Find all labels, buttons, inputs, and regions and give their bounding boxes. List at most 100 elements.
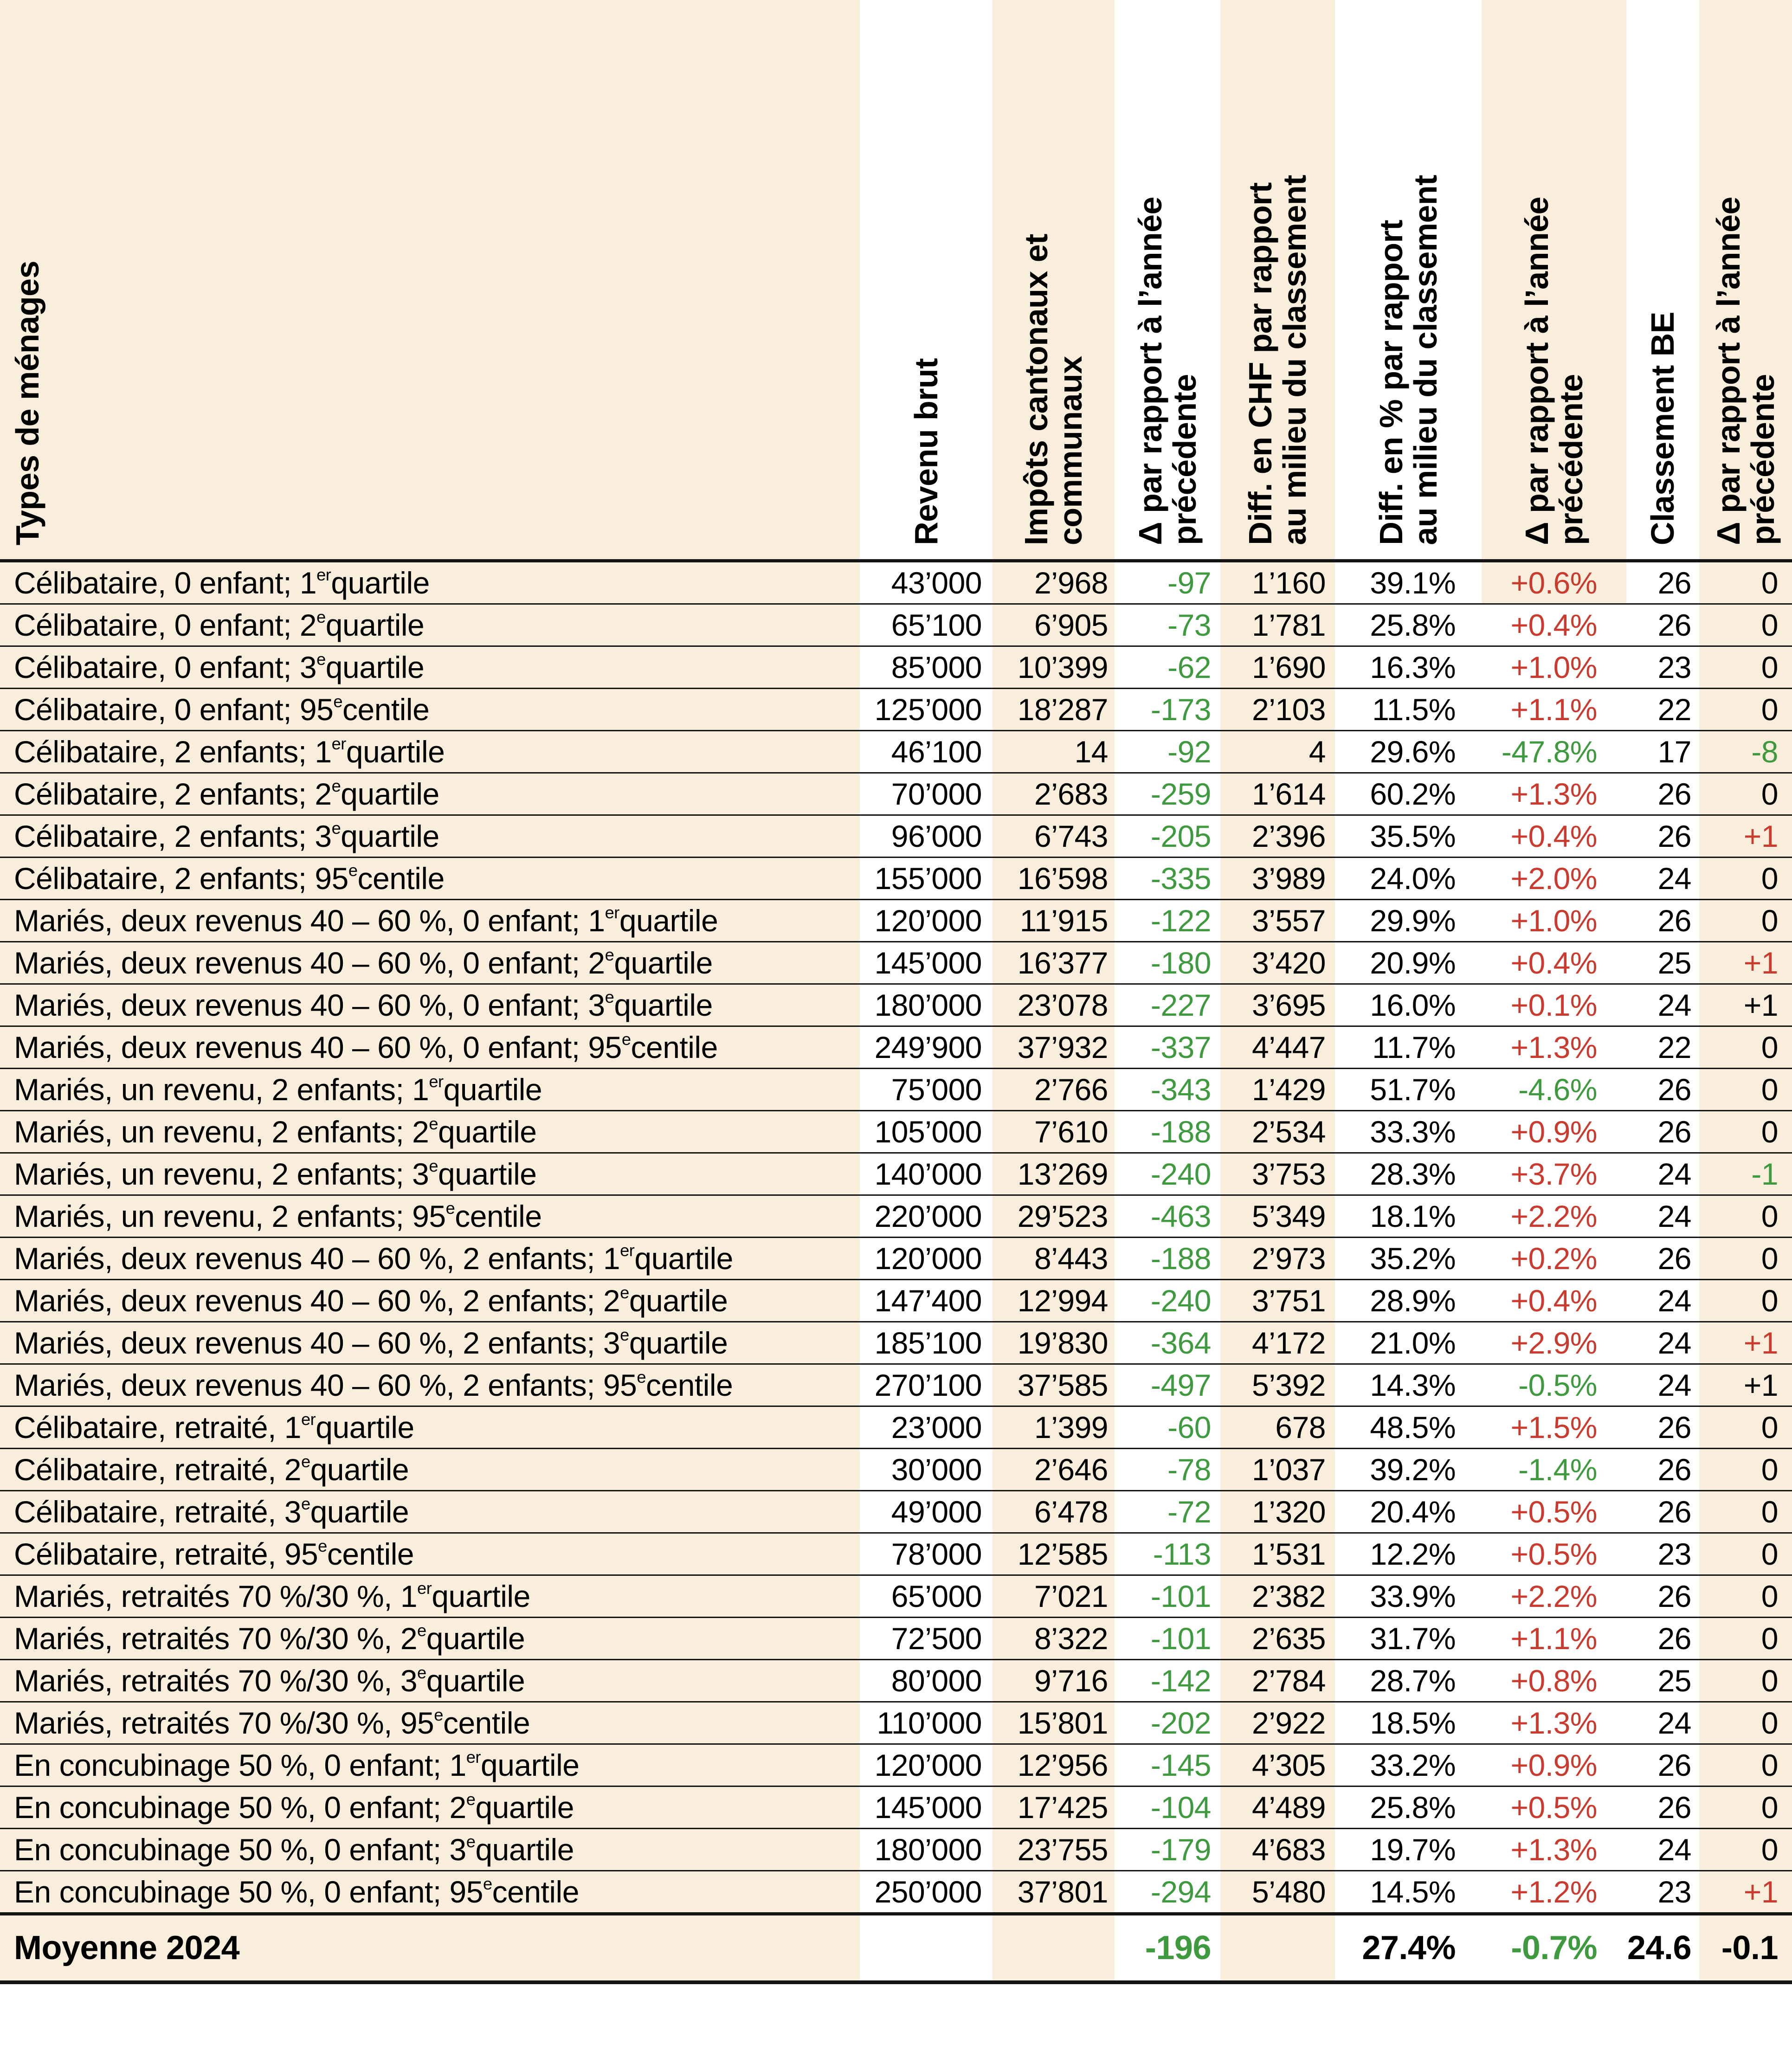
cell-classement: 22	[1657, 1030, 1692, 1064]
cell-impots: 16’598	[993, 858, 1115, 899]
table-header: Types de ménages Revenu brut Impôts cant…	[0, 0, 1792, 562]
cell-impots: 12’994	[993, 1280, 1115, 1321]
cell-impots: 12’956	[993, 1745, 1115, 1786]
cell-diff-pct: 25.8%	[1370, 1790, 1456, 1825]
cell-impots: 6’905	[993, 605, 1115, 645]
cell-diff-chf: 1’781	[1220, 605, 1335, 645]
table-row: Mariés, deux revenus 40 – 60 %, 2 enfant…	[0, 1280, 1792, 1322]
cell-classement: 26	[1657, 1410, 1692, 1444]
cell-classement: 26	[1657, 819, 1692, 853]
cell-menage: Célibataire, retraité, 1 er quartile	[0, 1407, 860, 1448]
cell-revenu: 249’900	[874, 1030, 982, 1064]
cell-diff-chf: 2’103	[1220, 689, 1335, 730]
cell-revenu: 105’000	[874, 1115, 982, 1149]
cell-menage: Célibataire, 2 enfants; 95 e centile	[0, 858, 860, 899]
cell-delta-impots: -104	[1150, 1790, 1212, 1825]
summary-cell-delta-rang: -0.1	[1699, 1915, 1792, 1980]
cell-classement: 24	[1657, 1199, 1692, 1233]
cell-delta-rang: 0	[1699, 1111, 1792, 1152]
summary-cell-diff-pct: 27.4%	[1362, 1929, 1456, 1967]
cell-classement: 26	[1657, 1790, 1692, 1825]
cell-revenu: 30’000	[891, 1452, 982, 1487]
cell-diff-chf: 3’751	[1220, 1280, 1335, 1321]
cell-revenu: 46’100	[891, 735, 982, 769]
cell-diff-pct: 14.5%	[1370, 1875, 1456, 1909]
column-header-label: Impôts cantonaux et communaux	[1018, 233, 1089, 545]
cell-classement: 23	[1657, 1537, 1692, 1571]
cell-revenu: 120’000	[874, 1748, 982, 1782]
cell-revenu: 155’000	[874, 861, 982, 896]
cell-diff-pct: 35.5%	[1370, 819, 1456, 853]
cell-revenu: 80’000	[891, 1664, 982, 1698]
cell-diff-pct: 29.6%	[1370, 735, 1456, 769]
cell-diff-chf: 4’305	[1220, 1745, 1335, 1786]
cell-menage: En concubinage 50 %, 0 enfant; 95 e centi…	[0, 1871, 860, 1912]
cell-diff-chf: 2’382	[1220, 1576, 1335, 1617]
cell-delta-impots: -92	[1167, 735, 1211, 769]
summary-cell-diff-chf	[1220, 1915, 1335, 1980]
cell-classement: 26	[1657, 903, 1692, 938]
cell-delta-impots: -73	[1167, 608, 1211, 642]
cell-diff-pct: 48.5%	[1370, 1410, 1456, 1444]
cell-delta-impots: -145	[1150, 1748, 1212, 1782]
column-header-label: Δ par rapport à l’année précédente	[1710, 197, 1781, 545]
cell-delta-impots: -180	[1150, 946, 1212, 980]
cell-classement: 26	[1657, 1579, 1692, 1613]
cell-delta-pct: +0.4%	[1510, 608, 1598, 642]
cell-delta-rang: 0	[1699, 1196, 1792, 1237]
table-row: Mariés, deux revenus 40 – 60 %, 0 enfant…	[0, 985, 1792, 1027]
cell-impots: 37’801	[993, 1871, 1115, 1912]
cell-delta-rang: 0	[1699, 647, 1792, 688]
table-row: Célibataire, 0 enfant; 1 er quartile 43’00…	[0, 562, 1792, 605]
cell-classement: 26	[1657, 1241, 1692, 1276]
cell-diff-pct: 33.9%	[1370, 1579, 1456, 1613]
cell-impots: 19’830	[993, 1322, 1115, 1363]
cell-delta-pct: -0.5%	[1518, 1368, 1597, 1402]
cell-delta-pct: +1.3%	[1510, 1832, 1598, 1867]
cell-delta-pct: +0.5%	[1510, 1495, 1598, 1529]
cell-delta-impots: -463	[1150, 1199, 1212, 1233]
cell-delta-impots: -62	[1167, 650, 1211, 684]
cell-delta-rang: +1	[1699, 816, 1792, 857]
cell-delta-rang: +1	[1699, 1871, 1792, 1912]
cell-menage: Mariés, deux revenus 40 – 60 %, 0 enfant…	[0, 985, 860, 1025]
tax-comparison-table: Types de ménages Revenu brut Impôts cant…	[0, 0, 1792, 1984]
cell-menage: Mariés, deux revenus 40 – 60 %, 0 enfant…	[0, 900, 860, 941]
cell-delta-impots: -97	[1167, 566, 1211, 600]
cell-diff-chf: 2’973	[1220, 1238, 1335, 1279]
cell-delta-impots: -205	[1150, 819, 1212, 853]
cell-delta-pct: -4.6%	[1518, 1072, 1597, 1107]
cell-menage: Mariés, deux revenus 40 – 60 %, 2 enfant…	[0, 1322, 860, 1363]
cell-impots: 2’968	[993, 562, 1115, 603]
cell-classement: 17	[1657, 735, 1692, 769]
column-header-label: Types de ménages	[9, 260, 45, 545]
cell-delta-impots: -113	[1153, 1537, 1212, 1571]
cell-impots: 7’021	[993, 1576, 1115, 1617]
cell-impots: 17’425	[993, 1787, 1115, 1828]
cell-diff-chf: 3’989	[1220, 858, 1335, 899]
cell-classement: 25	[1657, 1664, 1692, 1698]
cell-impots: 13’269	[993, 1154, 1115, 1194]
table-row: En concubinage 50 %, 0 enfant; 95 e centi…	[0, 1871, 1792, 1914]
cell-delta-impots: -335	[1150, 861, 1212, 896]
cell-delta-pct: +2.0%	[1510, 861, 1598, 896]
cell-menage: Célibataire, retraité, 95 e centile	[0, 1534, 860, 1574]
cell-delta-impots: -294	[1150, 1875, 1212, 1909]
column-header-diff-chf: Diff. en CHF par rapport au milieu du cl…	[1220, 0, 1335, 559]
cell-delta-impots: -179	[1150, 1832, 1212, 1867]
cell-classement: 26	[1657, 1621, 1692, 1656]
cell-delta-rang: +1	[1699, 985, 1792, 1025]
cell-revenu: 43’000	[891, 566, 982, 600]
cell-delta-impots: -240	[1150, 1157, 1212, 1191]
cell-delta-rang: 0	[1699, 1660, 1792, 1701]
cell-classement: 26	[1657, 1115, 1692, 1149]
cell-impots: 18’287	[993, 689, 1115, 730]
cell-diff-pct: 28.7%	[1370, 1664, 1456, 1698]
cell-revenu: 147’400	[874, 1283, 982, 1318]
